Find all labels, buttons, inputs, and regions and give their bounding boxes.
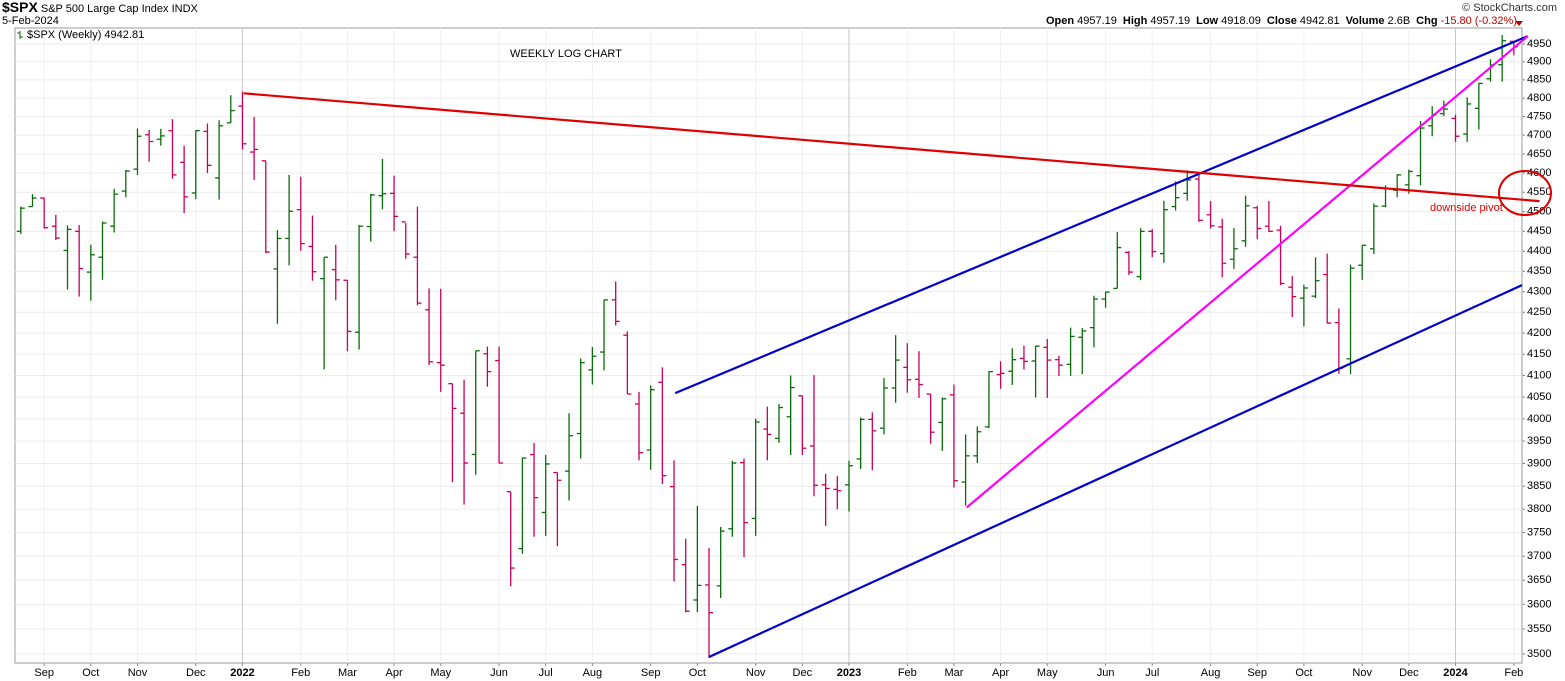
x-tick-label: 2024: [1443, 667, 1468, 679]
copyright: © StockCharts.com: [1462, 2, 1557, 14]
y-tick-label: 4750: [1527, 110, 1551, 122]
x-tick-label: Feb: [291, 667, 310, 679]
x-tick-label: May: [430, 667, 451, 679]
y-tick-label: 4950: [1527, 38, 1551, 50]
y-tick-label: 4100: [1527, 369, 1551, 381]
legend-text: $SPX (Weekly) 4942.81: [27, 29, 144, 41]
trendlines: [243, 35, 1540, 658]
y-tick-label: 4800: [1527, 92, 1551, 104]
x-tick-label: Feb: [1504, 667, 1523, 679]
y-tick-label: 4850: [1527, 74, 1551, 86]
header-left: $SPX S&P 500 Large Cap Index INDX: [2, 0, 198, 16]
quote-label: Low: [1196, 15, 1219, 27]
trendline: [966, 35, 1529, 509]
x-tick-label: Feb: [898, 667, 917, 679]
y-tick-label: 4650: [1527, 148, 1551, 160]
y-tick-label: 3750: [1527, 526, 1551, 538]
y-tick-label: 4700: [1527, 129, 1551, 141]
x-tick-label: Nov: [128, 667, 148, 679]
quote-value: 4957.19: [1077, 15, 1117, 27]
x-tick-label: Mar: [944, 667, 963, 679]
legend: $SPX (Weekly) 4942.81: [17, 29, 144, 41]
down-arrow: [1515, 21, 1523, 26]
y-tick-label: 3650: [1527, 574, 1551, 586]
y-tick-label: 3700: [1527, 550, 1551, 562]
x-tick-label: Jul: [1145, 667, 1159, 679]
y-tick-label: 4350: [1527, 265, 1551, 277]
axes: 3500 3550 3600 3650 3700 3750 3800 3850 3900 3950…: [34, 38, 1551, 679]
y-tick-label: 4900: [1527, 56, 1551, 68]
y-tick-label: 4000: [1527, 413, 1551, 425]
x-tick-label: Oct: [689, 667, 706, 679]
quote-label: Close: [1266, 15, 1297, 27]
y-tick-label: 4450: [1527, 225, 1551, 237]
trendline: [708, 284, 1523, 658]
x-tick-label: Oct: [82, 667, 99, 679]
annotation: WEEKLY LOG CHART: [510, 48, 622, 60]
y-tick-label: 3900: [1527, 457, 1551, 469]
trendline: [674, 35, 1529, 395]
x-tick-label: Nov: [746, 667, 766, 679]
highlight-circle: [1498, 170, 1552, 216]
quote-label: Chg: [1416, 15, 1438, 27]
index-name: S&P 500 Large Cap Index: [40, 3, 169, 15]
y-tick-label: 3850: [1527, 480, 1551, 492]
quote-value: 4957.19: [1150, 15, 1191, 27]
quote-value: -15.80 (-0.32%): [1440, 15, 1517, 27]
x-tick-label: Mar: [338, 667, 357, 679]
grid: [15, 28, 1522, 663]
x-tick-label: Jul: [539, 667, 553, 679]
x-tick-label: May: [1037, 667, 1058, 679]
x-tick-label: Apr: [386, 667, 403, 679]
x-tick-label: Aug: [1201, 667, 1221, 679]
x-tick-label: 2022: [230, 667, 254, 679]
exchange: INDX: [171, 3, 198, 15]
quote-value: 4918.09: [1221, 15, 1261, 27]
y-tick-label: 4150: [1527, 348, 1551, 360]
y-tick-label: 4300: [1527, 286, 1551, 298]
date: 5-Feb-2024: [2, 15, 59, 27]
y-tick-label: 3500: [1527, 648, 1551, 660]
x-tick-label: 2023: [837, 667, 861, 679]
y-tick-label: 4400: [1527, 245, 1551, 257]
y-tick-label: 3550: [1527, 623, 1551, 635]
x-tick-label: Jun: [490, 667, 508, 679]
symbol: $SPX: [2, 0, 38, 15]
y-tick-label: 3800: [1527, 503, 1551, 515]
x-tick-label: Dec: [1399, 667, 1419, 679]
plot-frame: [14, 27, 1523, 664]
y-tick-label: 3600: [1527, 598, 1551, 610]
trendline: [243, 92, 1540, 203]
quote-value: 4942.81: [1299, 15, 1340, 27]
x-tick-label: Aug: [583, 667, 603, 679]
x-tick-label: Apr: [992, 667, 1009, 679]
x-tick-label: Oct: [1295, 667, 1312, 679]
x-tick-label: Sep: [641, 667, 661, 679]
y-tick-label: 4250: [1527, 306, 1551, 318]
quote-label: High: [1122, 15, 1148, 27]
annotation: downside pivot: [1430, 202, 1503, 214]
y-tick-label: 4050: [1527, 391, 1551, 403]
quote-label: Open: [1046, 15, 1075, 27]
y-tick-label: 4550: [1527, 186, 1551, 198]
x-tick-label: Dec: [793, 667, 813, 679]
quote-bar: Open 4957.19 High 4957.19 Low 4918.09 Close 494…: [1040, 15, 1517, 28]
y-tick-label: 4600: [1527, 167, 1551, 179]
quote-value: 2.6B: [1387, 15, 1411, 27]
y-tick-label: 3950: [1527, 435, 1551, 447]
x-tick-label: Sep: [34, 667, 54, 679]
x-tick-label: Nov: [1352, 667, 1372, 679]
quote-label: Volume: [1345, 15, 1385, 27]
x-tick-label: Sep: [1247, 667, 1267, 679]
x-tick-label: Jun: [1097, 667, 1115, 679]
x-tick-label: Dec: [186, 667, 206, 679]
y-tick-label: 4200: [1527, 327, 1551, 339]
